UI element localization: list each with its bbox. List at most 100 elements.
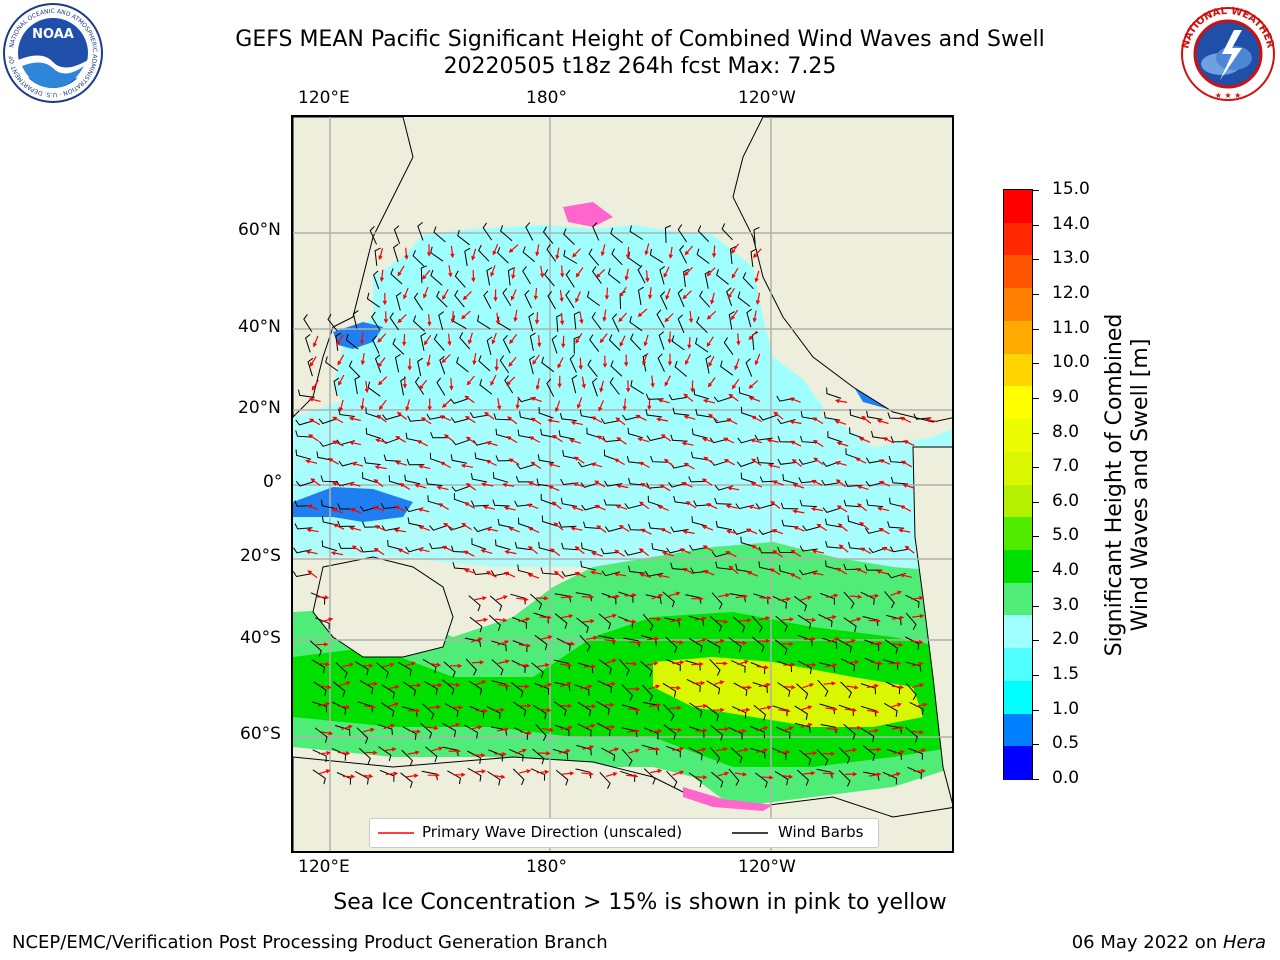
wind-barb bbox=[336, 772, 352, 785]
wave-direction-arrow bbox=[530, 396, 542, 403]
wind-barb bbox=[577, 723, 592, 737]
wind-barb bbox=[495, 539, 511, 551]
wave-direction-arrow bbox=[482, 505, 495, 510]
wave-direction-arrow bbox=[527, 573, 540, 579]
wind-barb bbox=[547, 291, 556, 310]
wave-direction-arrow bbox=[508, 244, 519, 253]
wind-barb bbox=[777, 436, 796, 443]
wind-barb bbox=[736, 461, 756, 468]
wind-barb bbox=[864, 528, 884, 534]
wind-barb bbox=[755, 503, 775, 509]
wind-barb bbox=[887, 412, 905, 419]
colorbar-segment bbox=[1004, 255, 1032, 289]
wind-barb bbox=[379, 769, 395, 782]
wave-direction-arrow bbox=[552, 434, 563, 443]
wind-barb bbox=[407, 415, 426, 422]
wave-direction-arrow bbox=[717, 771, 730, 777]
wave-direction-arrow bbox=[728, 565, 739, 574]
wave-direction-arrow bbox=[811, 549, 824, 554]
wave-direction-arrow bbox=[834, 419, 847, 425]
wind-barb bbox=[745, 358, 753, 377]
wind-barb bbox=[414, 376, 425, 395]
wave-direction-arrow bbox=[691, 662, 704, 667]
wind-barb bbox=[468, 595, 481, 612]
wave-direction-arrow bbox=[618, 525, 630, 533]
wave-direction-arrow bbox=[866, 728, 880, 733]
wave-direction-arrow bbox=[407, 750, 420, 755]
wind-barb bbox=[565, 269, 575, 288]
wind-barb bbox=[597, 680, 612, 694]
wave-direction-arrow bbox=[464, 395, 475, 404]
wave-direction-arrow bbox=[547, 418, 560, 423]
wave-direction-arrow bbox=[321, 617, 334, 623]
wind-barb bbox=[467, 767, 482, 782]
wind-barb bbox=[753, 226, 760, 245]
wind-barb bbox=[750, 726, 765, 739]
wind-barb bbox=[673, 495, 690, 505]
wind-barb bbox=[577, 701, 592, 717]
wind-barb bbox=[305, 334, 311, 353]
wind-barb bbox=[381, 702, 395, 718]
wind-barb bbox=[321, 540, 338, 552]
wave-direction-arrow bbox=[591, 551, 603, 557]
wave-direction-arrow bbox=[579, 311, 584, 325]
wave-direction-arrow bbox=[557, 375, 562, 389]
wave-direction-arrow bbox=[515, 397, 520, 410]
wave-direction-arrow bbox=[548, 462, 561, 468]
wave-direction-arrow bbox=[573, 456, 585, 464]
wave-direction-arrow bbox=[834, 461, 847, 466]
wind-barb bbox=[889, 546, 909, 553]
wave-direction-arrow bbox=[473, 769, 487, 774]
wave-direction-arrow bbox=[737, 660, 749, 666]
wave-direction-arrow bbox=[671, 640, 684, 645]
wind-barb bbox=[430, 269, 443, 286]
wave-direction-arrow bbox=[683, 393, 694, 402]
wave-direction-arrow bbox=[882, 437, 894, 444]
wave-direction-arrow bbox=[418, 464, 431, 470]
wave-direction-arrow bbox=[845, 771, 858, 777]
wave-direction-arrow bbox=[418, 525, 431, 531]
wave-direction-arrow bbox=[407, 708, 421, 713]
wave-direction-arrow bbox=[695, 728, 708, 733]
wave-direction-arrow bbox=[540, 265, 545, 278]
wave-direction-arrow bbox=[607, 747, 620, 753]
wind-barb bbox=[821, 479, 840, 486]
wind-barb bbox=[561, 571, 580, 577]
wind-barb bbox=[774, 639, 788, 656]
wave-direction-arrow bbox=[648, 703, 662, 708]
wind-barb bbox=[658, 331, 665, 350]
wind-barb bbox=[456, 356, 469, 373]
footer-branch: NCEP/EMC/Verification Post Processing Pr… bbox=[12, 932, 608, 953]
wave-direction-arrow bbox=[331, 508, 344, 514]
colorbar-tick-mark bbox=[1033, 190, 1039, 191]
wave-direction-arrow bbox=[769, 568, 781, 576]
wave-direction-arrow bbox=[537, 335, 542, 348]
wave-direction-arrow bbox=[619, 286, 627, 298]
wind-barb bbox=[466, 750, 482, 764]
wave-direction-arrow bbox=[417, 547, 430, 553]
wind-barb bbox=[474, 452, 491, 462]
wind-barb bbox=[486, 336, 493, 356]
wind-barb bbox=[563, 249, 578, 264]
wind-barb bbox=[642, 684, 654, 702]
wind-barb bbox=[671, 335, 685, 351]
wave-direction-arrow bbox=[485, 527, 498, 532]
wave-direction-arrow bbox=[643, 334, 649, 347]
wave-direction-arrow bbox=[637, 437, 650, 443]
wave-direction-arrow bbox=[911, 595, 924, 601]
wind-barb bbox=[752, 682, 768, 694]
wind-barb bbox=[728, 637, 742, 653]
wind-barb bbox=[492, 472, 509, 483]
wind-barb bbox=[517, 429, 534, 439]
wave-direction-arrow bbox=[571, 505, 584, 512]
lon-label-top-120e: 120°E bbox=[298, 88, 350, 108]
wind-barb bbox=[797, 614, 812, 630]
colorbar-tick-label: 5.0 bbox=[1052, 525, 1080, 546]
wind-barb bbox=[642, 613, 654, 632]
wind-barb bbox=[530, 768, 546, 781]
wind-barb bbox=[799, 545, 818, 552]
wave-direction-arrow bbox=[694, 747, 707, 753]
wave-direction-arrow bbox=[585, 635, 598, 640]
wind-barb bbox=[688, 747, 703, 761]
wind-barb bbox=[541, 515, 558, 527]
